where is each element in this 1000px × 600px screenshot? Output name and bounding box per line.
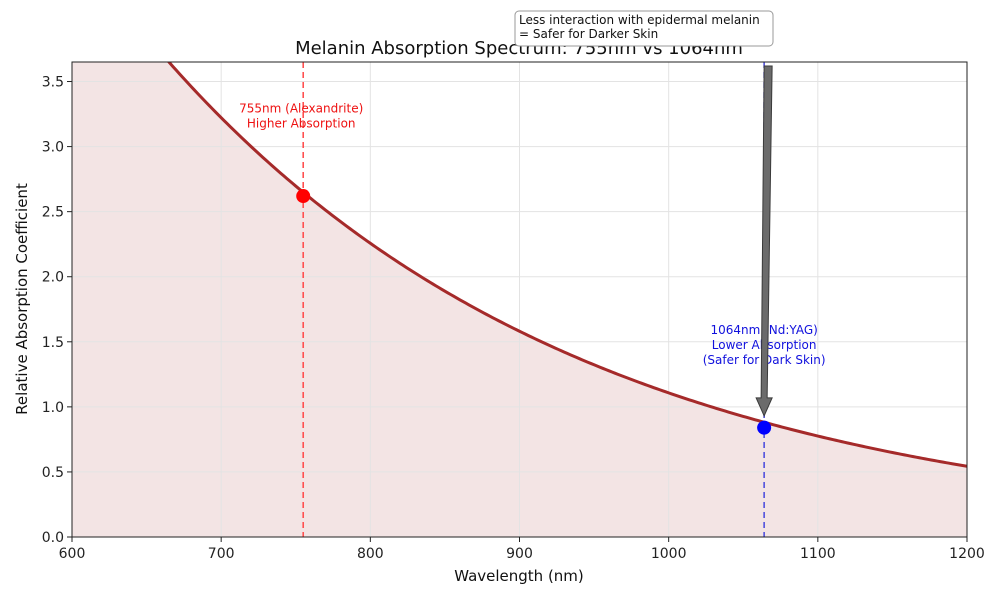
y-tick-label: 2.5 — [42, 205, 64, 221]
x-tick-label: 900 — [506, 546, 533, 562]
y-tick-label: 0.5 — [42, 465, 64, 481]
y-axis-label: Relative Absorption Coefficient — [13, 183, 31, 415]
callout-text-line: Less interaction with epidermal melanin — [519, 13, 760, 27]
callout-text-line: = Safer for Darker Skin — [519, 27, 658, 41]
y-axis: 0.0 0.5 1.0 1.5 2.0 2.5 3.0 3.5 — [42, 75, 72, 546]
x-axis-label: Wavelength (nm) — [454, 567, 584, 585]
marker-point-755nm — [296, 189, 310, 203]
y-tick-label: 3.5 — [42, 75, 64, 91]
annotation-alexandrite-line: 755nm (Alexandrite) — [239, 102, 363, 116]
y-tick-label: 1.5 — [42, 335, 64, 351]
x-tick-label: 1000 — [651, 546, 687, 562]
x-tick-label: 800 — [357, 546, 384, 562]
x-tick-label: 1100 — [800, 546, 836, 562]
plot-area: 755nm (Alexandrite) Higher Absorption1064… — [72, 0, 967, 537]
absorption-chart: Melanin Absorption Spectrum: 755nm vs 10… — [0, 0, 1000, 600]
marker-point-1064nm — [757, 421, 771, 435]
y-tick-label: 1.0 — [42, 400, 64, 416]
y-tick-label: 3.0 — [42, 140, 64, 156]
x-axis: 600 700 800 900 1000 1100 1200 — [59, 537, 985, 562]
x-tick-label: 1200 — [949, 546, 985, 562]
y-tick-label: 2.0 — [42, 270, 64, 286]
x-tick-label: 700 — [208, 546, 235, 562]
annotation-alexandrite: 755nm (Alexandrite) Higher Absorption — [239, 102, 363, 131]
x-tick-label: 600 — [59, 546, 86, 562]
y-tick-label: 0.0 — [42, 530, 64, 546]
annotation-alexandrite-line: Higher Absorption — [247, 117, 356, 131]
